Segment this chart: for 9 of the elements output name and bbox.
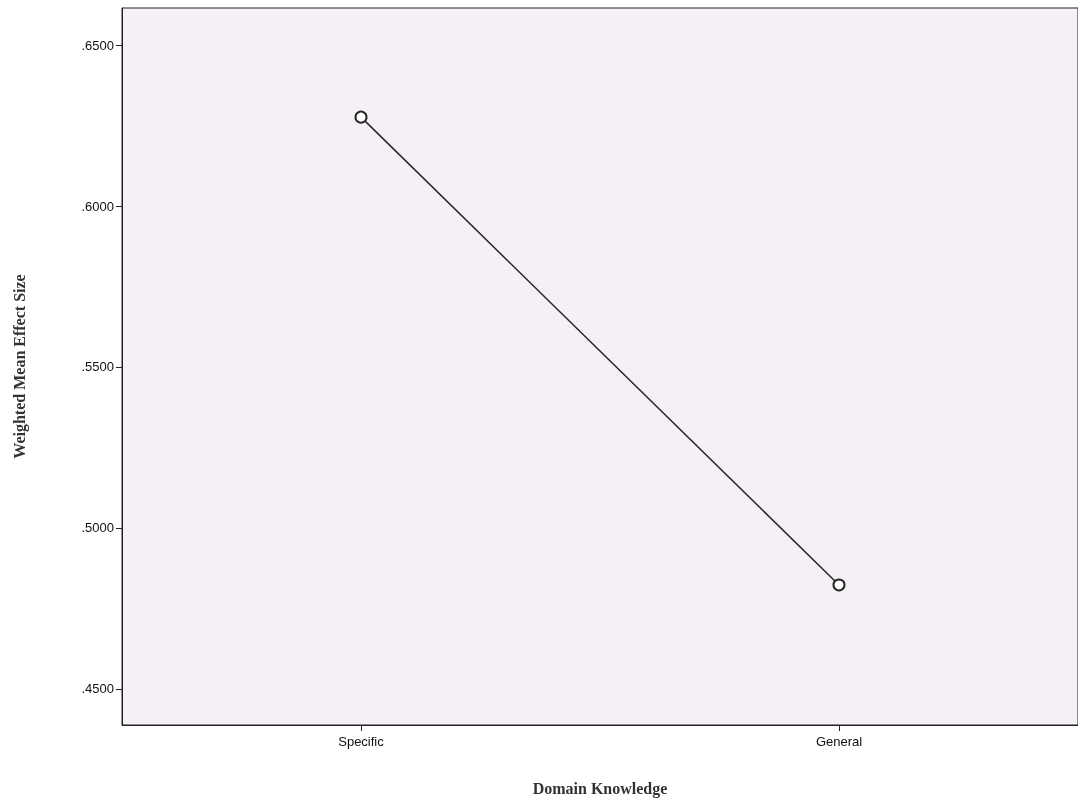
y-tick-label: .6500 <box>81 37 114 53</box>
y-tick-label: .5000 <box>81 520 114 536</box>
x-tick-label: General <box>815 734 863 749</box>
y-tick-label: .6000 <box>81 198 114 214</box>
x-axis-title: Domain Knowledge <box>532 779 668 798</box>
x-tick-label: Specific <box>338 734 385 749</box>
y-tick-label: .5500 <box>81 359 114 375</box>
y-axis-title: Weighted Mean Effect Size <box>10 274 29 459</box>
y-tick-label: .4500 <box>81 681 114 697</box>
